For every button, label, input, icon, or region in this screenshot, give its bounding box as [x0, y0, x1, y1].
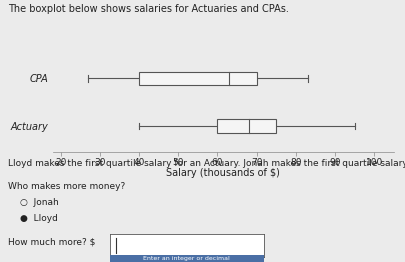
Text: ●  Lloyd: ● Lloyd [20, 214, 58, 222]
Text: Lloyd makes the first quartile salary for an Actuary. Jonah makes the first quar: Lloyd makes the first quartile salary fo… [8, 159, 405, 167]
Text: The boxplot below shows salaries for Actuaries and CPAs.: The boxplot below shows salaries for Act… [8, 4, 288, 14]
X-axis label: Salary (thousands of $): Salary (thousands of $) [166, 168, 279, 178]
Bar [139, 72, 256, 85]
Text: Enter an integer or decimal: Enter an integer or decimal [143, 256, 230, 261]
Bar [217, 119, 275, 133]
Text: Who makes more money?: Who makes more money? [8, 182, 125, 191]
Text: ○  Jonah: ○ Jonah [20, 198, 59, 207]
Text: How much more? $: How much more? $ [8, 237, 95, 246]
